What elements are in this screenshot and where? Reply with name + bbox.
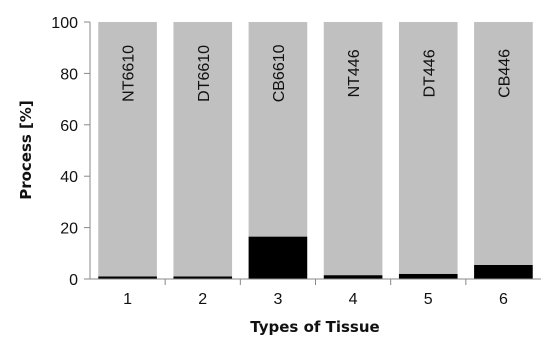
bar-label: CB446	[496, 49, 513, 98]
y-tick-label: 60	[60, 118, 78, 135]
bar-segment-process-6	[474, 264, 533, 279]
x-tick-label: 6	[499, 291, 508, 308]
bar-segment-remainder-5	[398, 22, 458, 274]
y-tick-label: 0	[69, 272, 78, 289]
y-tick-label: 20	[60, 221, 78, 238]
x-tick-label: 2	[198, 291, 207, 308]
bar-segment-process-1	[98, 276, 157, 279]
bar-label: NT6610	[121, 45, 138, 102]
bar-label: CB6610	[271, 44, 288, 102]
bars-group	[98, 22, 533, 279]
x-tick-label: 1	[123, 291, 132, 308]
x-ticks-group: 1 2 3 4 5 6	[123, 279, 508, 308]
x-tick-label: 4	[349, 291, 358, 308]
bar-label: DT6610	[196, 45, 213, 102]
bar-segment-remainder-6	[474, 22, 533, 265]
bar-label: DT446	[421, 49, 438, 97]
bar-segment-process-2	[173, 276, 233, 279]
bar-segment-process-4	[323, 275, 383, 279]
x-tick-label: 3	[273, 291, 282, 308]
bar-segment-remainder-1	[98, 22, 157, 277]
bar-labels-group: NT6610 DT6610 CB6610 NT446 DT446 CB446	[121, 44, 514, 102]
y-tick-label: 100	[51, 15, 78, 32]
y-tick-label: 40	[60, 169, 78, 186]
bar-label: NT446	[346, 49, 363, 97]
bar-segment-remainder-3	[248, 22, 308, 237]
bar-segment-process-3	[248, 236, 308, 279]
bar-segment-remainder-2	[173, 22, 233, 277]
bar-segment-remainder-4	[323, 22, 383, 276]
x-axis-title: Types of Tissue	[250, 318, 379, 336]
axes-group	[89, 22, 541, 280]
y-tick-label: 80	[60, 66, 78, 83]
x-tick-label: 5	[424, 291, 433, 308]
y-ticks-group: 0 20 40 60 80 100	[51, 15, 90, 289]
y-axis-title: Process [%]	[17, 100, 35, 200]
bar-segment-process-5	[398, 273, 458, 279]
